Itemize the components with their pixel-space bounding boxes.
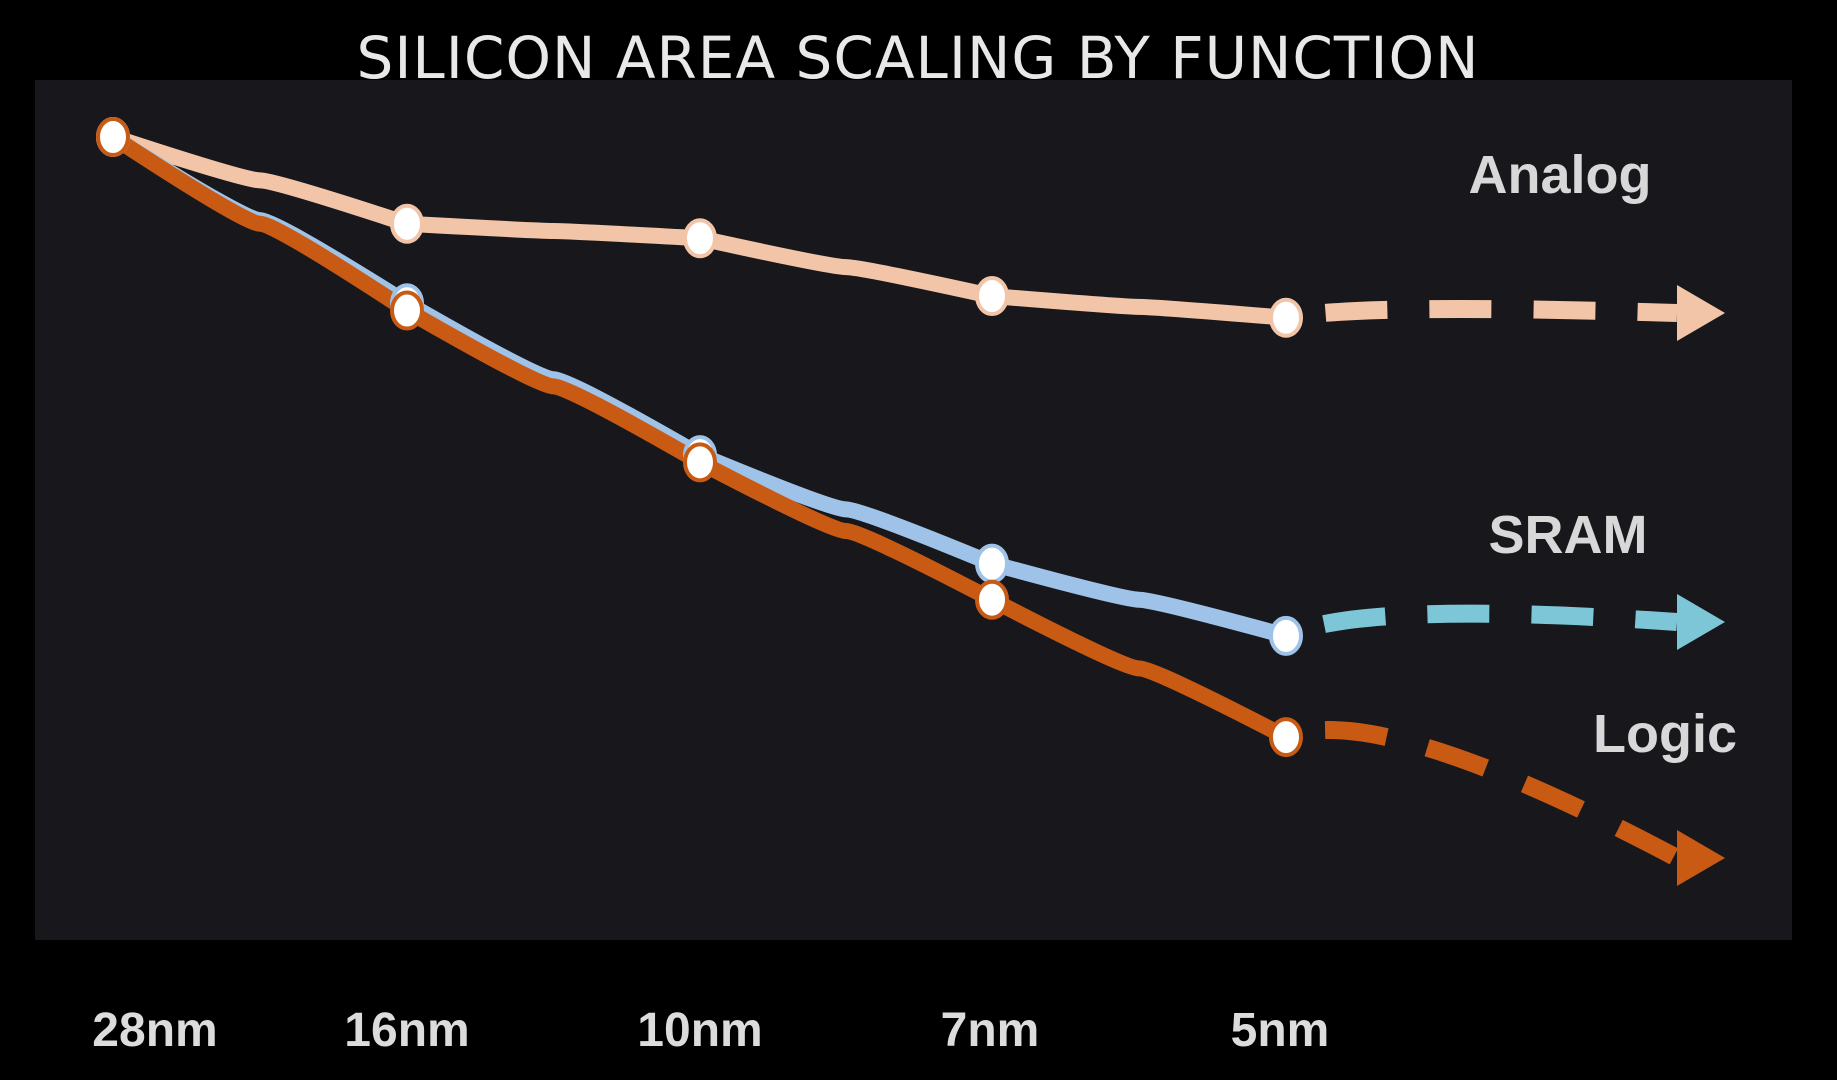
projection-arrow-sram [1677, 594, 1725, 650]
data-point-analog-10nm [683, 218, 717, 259]
data-point-analog-16nm [390, 203, 424, 244]
data-point-analog-5nm [1269, 297, 1303, 338]
data-point-logic-7nm [975, 579, 1009, 620]
projection-line-logic [1282, 721, 1682, 866]
data-point-logic-5nm [1269, 717, 1303, 758]
data-point-sram-5nm [1269, 615, 1303, 656]
x-tick-label-28nm: 28nm [92, 1004, 217, 1057]
data-point-sram-7nm [975, 543, 1009, 584]
x-tick-label-7nm: 7nm [941, 1004, 1040, 1057]
plot-area [35, 80, 1792, 940]
x-tick-label-5nm: 5nm [1231, 1004, 1330, 1057]
series-label-analog: Analog [1469, 145, 1652, 205]
x-axis-tick-labels: 28nm 16nm 10nm 7nm 5nm [92, 1004, 1329, 1057]
data-point-logic-10nm [683, 442, 717, 483]
series-labels: Analog SRAM Logic [1469, 145, 1738, 764]
series-label-sram: SRAM [1489, 505, 1648, 565]
projection-arrow-analog [1677, 285, 1725, 341]
projection-arrow-logic [1677, 830, 1725, 886]
chart-title: SILICON AREA SCALING BY FUNCTION [357, 24, 1480, 92]
series-points [96, 117, 1303, 758]
series-label-logic: Logic [1593, 704, 1737, 764]
data-point-logic-16nm [390, 290, 424, 331]
data-point-logic-28nm [96, 117, 130, 157]
data-point-analog-7nm [975, 276, 1009, 317]
x-tick-label-10nm: 10nm [637, 1004, 762, 1057]
x-tick-label-16nm: 16nm [344, 1004, 469, 1057]
